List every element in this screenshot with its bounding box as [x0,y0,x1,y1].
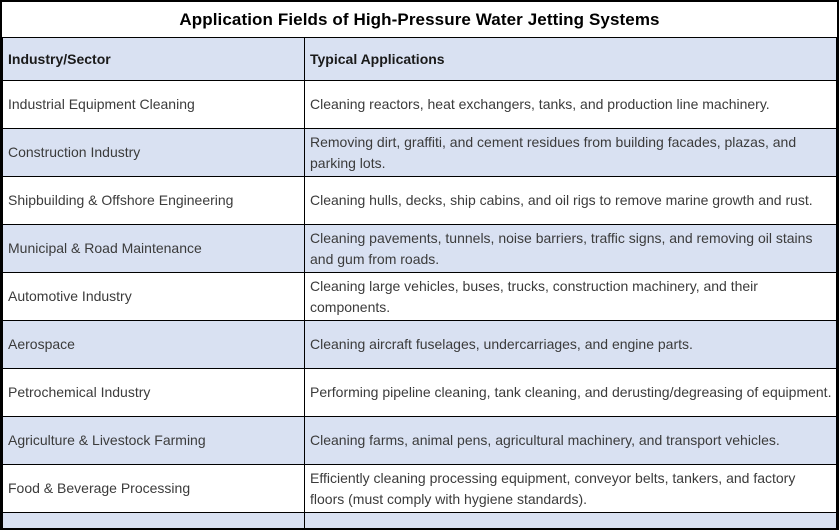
applications-cell: Performing pipeline cleaning, tank clean… [304,368,837,417]
column-header-typical-applications: Typical Applications [304,37,837,81]
industry-cell: Agriculture & Livestock Farming [2,416,305,465]
applications-cell: Efficiently cleaning processing equipmen… [304,464,837,513]
industry-cell: Municipal & Road Maintenance [2,224,305,273]
applications-cell: Cleaning farms, animal pens, agricultura… [304,416,837,465]
applications-cell: Used for debris removal after floods, ac… [304,512,837,528]
table-row: Food & Beverage Processing Efficiently c… [2,464,837,513]
applications-cell: Cleaning large vehicles, buses, trucks, … [304,272,837,321]
table-header-row: Industry/Sector Typical Applications [2,37,837,81]
column-header-industry-sector: Industry/Sector [2,37,305,81]
industry-cell: Industrial Equipment Cleaning [2,80,305,129]
applications-cell: Cleaning reactors, heat exchangers, tank… [304,80,837,129]
table-row: Municipal & Road Maintenance Cleaning pa… [2,224,837,273]
table-row: Automotive Industry Cleaning large vehic… [2,272,837,321]
applications-cell: Removing dirt, graffiti, and cement resi… [304,128,837,177]
table-row: Petrochemical Industry Performing pipeli… [2,368,837,417]
table-row: Industrial Equipment Cleaning Cleaning r… [2,80,837,129]
application-fields-table: Industry/Sector Typical Applications Ind… [2,37,837,528]
table-row: Shipbuilding & Offshore Engineering Clea… [2,176,837,225]
page-title: Application Fields of High-Pressure Wate… [179,9,660,29]
applications-cell: Cleaning hulls, decks, ship cabins, and … [304,176,837,225]
table-body: Industrial Equipment Cleaning Cleaning r… [2,80,837,528]
industry-cell: Emergency Services & Post-Disaster Clean… [2,512,305,528]
industry-cell: Automotive Industry [2,272,305,321]
table-header: Industry/Sector Typical Applications [2,37,837,81]
table-row: Emergency Services & Post-Disaster Clean… [2,512,837,528]
industry-cell: Food & Beverage Processing [2,464,305,513]
table-row: Aerospace Cleaning aircraft fuselages, u… [2,320,837,369]
industry-cell: Shipbuilding & Offshore Engineering [2,176,305,225]
industry-cell: Petrochemical Industry [2,368,305,417]
table-row: Agriculture & Livestock Farming Cleaning… [2,416,837,465]
applications-cell: Cleaning aircraft fuselages, undercarria… [304,320,837,369]
applications-cell: Cleaning pavements, tunnels, noise barri… [304,224,837,273]
industry-cell: Aerospace [2,320,305,369]
table-row: Construction Industry Removing dirt, gra… [2,128,837,177]
industry-cell: Construction Industry [2,128,305,177]
